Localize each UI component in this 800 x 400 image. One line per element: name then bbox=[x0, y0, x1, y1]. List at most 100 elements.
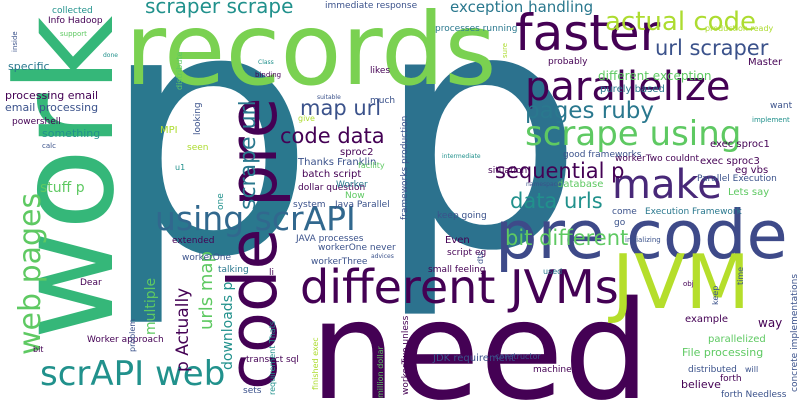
word: Lets say bbox=[728, 187, 769, 198]
word: records bbox=[125, 0, 497, 108]
word: talking bbox=[218, 265, 249, 275]
word: workerOne never bbox=[318, 243, 396, 253]
word: Parallel Execution bbox=[697, 174, 777, 184]
word: implement bbox=[752, 116, 790, 124]
word: frameworks production bbox=[400, 116, 410, 220]
word: multiple bbox=[143, 278, 159, 335]
word: li bbox=[269, 268, 274, 278]
word: make bbox=[612, 162, 722, 208]
word: scrape url bbox=[236, 100, 261, 210]
word: namespace bbox=[526, 181, 561, 188]
word: urls map bbox=[196, 251, 217, 330]
word: JAVA processes bbox=[295, 234, 364, 244]
word: web pages bbox=[13, 193, 48, 355]
word: different exception bbox=[598, 69, 711, 83]
word: obj bbox=[683, 280, 694, 288]
word: exception handling bbox=[450, 0, 593, 16]
word: code pre bbox=[214, 97, 292, 390]
word: exec sproc1 bbox=[710, 139, 770, 150]
word: scrape using bbox=[525, 114, 741, 154]
word: parallelized bbox=[708, 334, 766, 345]
word: sproc2 bbox=[340, 147, 373, 158]
word: probably bbox=[548, 57, 588, 67]
word: finished exec bbox=[311, 337, 320, 390]
word: u1 bbox=[175, 163, 185, 172]
word: dollar question bbox=[298, 183, 365, 193]
word: p Actually bbox=[173, 288, 193, 372]
word: time bbox=[736, 267, 745, 285]
word: pages ruby bbox=[525, 98, 654, 124]
word: used bbox=[543, 267, 562, 276]
word: bit different bbox=[505, 226, 628, 250]
word: script eg bbox=[447, 248, 486, 258]
word: machines bbox=[533, 365, 577, 375]
word: p bbox=[375, 0, 584, 323]
word: Class bbox=[258, 59, 274, 66]
word: extended bbox=[172, 236, 214, 246]
word: situation bbox=[488, 166, 527, 176]
word: workerThree bbox=[311, 257, 368, 267]
word: MPI bbox=[160, 125, 178, 136]
word: concrete implementations bbox=[790, 274, 800, 392]
word: eg vbs bbox=[735, 165, 768, 176]
word: processes running bbox=[435, 24, 517, 34]
word: forth bbox=[720, 374, 742, 384]
word: powershell bbox=[12, 117, 61, 127]
word: want bbox=[770, 101, 793, 111]
word: url scraper bbox=[655, 36, 769, 60]
word: collected bbox=[52, 6, 93, 16]
word: downloads p bbox=[220, 282, 236, 370]
word: pre code bbox=[495, 196, 788, 274]
word: parallelize bbox=[525, 64, 731, 110]
word: scrAPI web bbox=[40, 354, 225, 394]
word: Master bbox=[748, 57, 783, 68]
word: come bbox=[612, 207, 637, 217]
word: keep bbox=[711, 286, 720, 305]
word: map url bbox=[300, 96, 381, 120]
word: constructor bbox=[495, 352, 541, 361]
word: different JVMs bbox=[300, 260, 619, 314]
word: actual code bbox=[605, 7, 756, 37]
word: scraper scrape bbox=[145, 0, 293, 18]
word: stuff p bbox=[40, 180, 85, 196]
word: advices bbox=[371, 253, 394, 260]
word: will bbox=[745, 365, 758, 374]
word: seen bbox=[187, 143, 208, 153]
word: Java Parallel bbox=[334, 200, 390, 210]
word: data urls bbox=[510, 189, 603, 213]
word: sequential p bbox=[495, 159, 625, 183]
word: dts bbox=[476, 252, 485, 264]
word: something bbox=[42, 127, 100, 140]
word: need bbox=[310, 273, 650, 400]
word: work bbox=[0, 15, 144, 340]
word: distributed bbox=[688, 365, 737, 375]
word: Worker approach bbox=[87, 335, 164, 345]
word: binding bbox=[255, 71, 281, 79]
word: intermediate bbox=[442, 153, 481, 160]
word: purely based bbox=[600, 84, 665, 95]
word: immediate response bbox=[325, 1, 418, 11]
word: Even bbox=[445, 235, 470, 246]
word: processing email bbox=[5, 89, 98, 102]
word: forth Needless bbox=[721, 390, 787, 400]
word: done bbox=[103, 52, 118, 59]
word: go bbox=[614, 218, 626, 228]
word: example bbox=[685, 314, 728, 325]
word: sure bbox=[501, 43, 509, 58]
word: Info Hadoop bbox=[48, 16, 103, 26]
word: initializing bbox=[625, 236, 661, 244]
word: Now bbox=[345, 191, 365, 201]
word: system bbox=[293, 200, 326, 210]
word: Thanks Franklin bbox=[297, 157, 376, 168]
word: code data bbox=[280, 124, 385, 148]
word: inside bbox=[11, 31, 19, 52]
word: likes bbox=[370, 66, 390, 76]
word: JDK requirement bbox=[432, 353, 515, 364]
word: much bbox=[370, 96, 395, 106]
word: looking bbox=[193, 102, 203, 135]
word: way bbox=[758, 316, 782, 330]
word: specific bbox=[8, 60, 50, 73]
word: sets bbox=[243, 386, 262, 396]
